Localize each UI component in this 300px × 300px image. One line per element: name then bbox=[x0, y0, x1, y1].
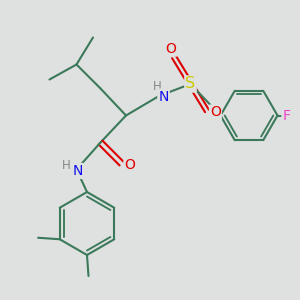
Text: F: F bbox=[283, 109, 290, 122]
Text: N: N bbox=[158, 90, 169, 104]
Text: O: O bbox=[124, 158, 135, 172]
Text: O: O bbox=[210, 106, 221, 119]
Text: S: S bbox=[185, 76, 196, 92]
Text: N: N bbox=[73, 164, 83, 178]
Text: H: H bbox=[153, 80, 162, 93]
Text: O: O bbox=[166, 42, 176, 56]
Text: H: H bbox=[61, 159, 70, 172]
